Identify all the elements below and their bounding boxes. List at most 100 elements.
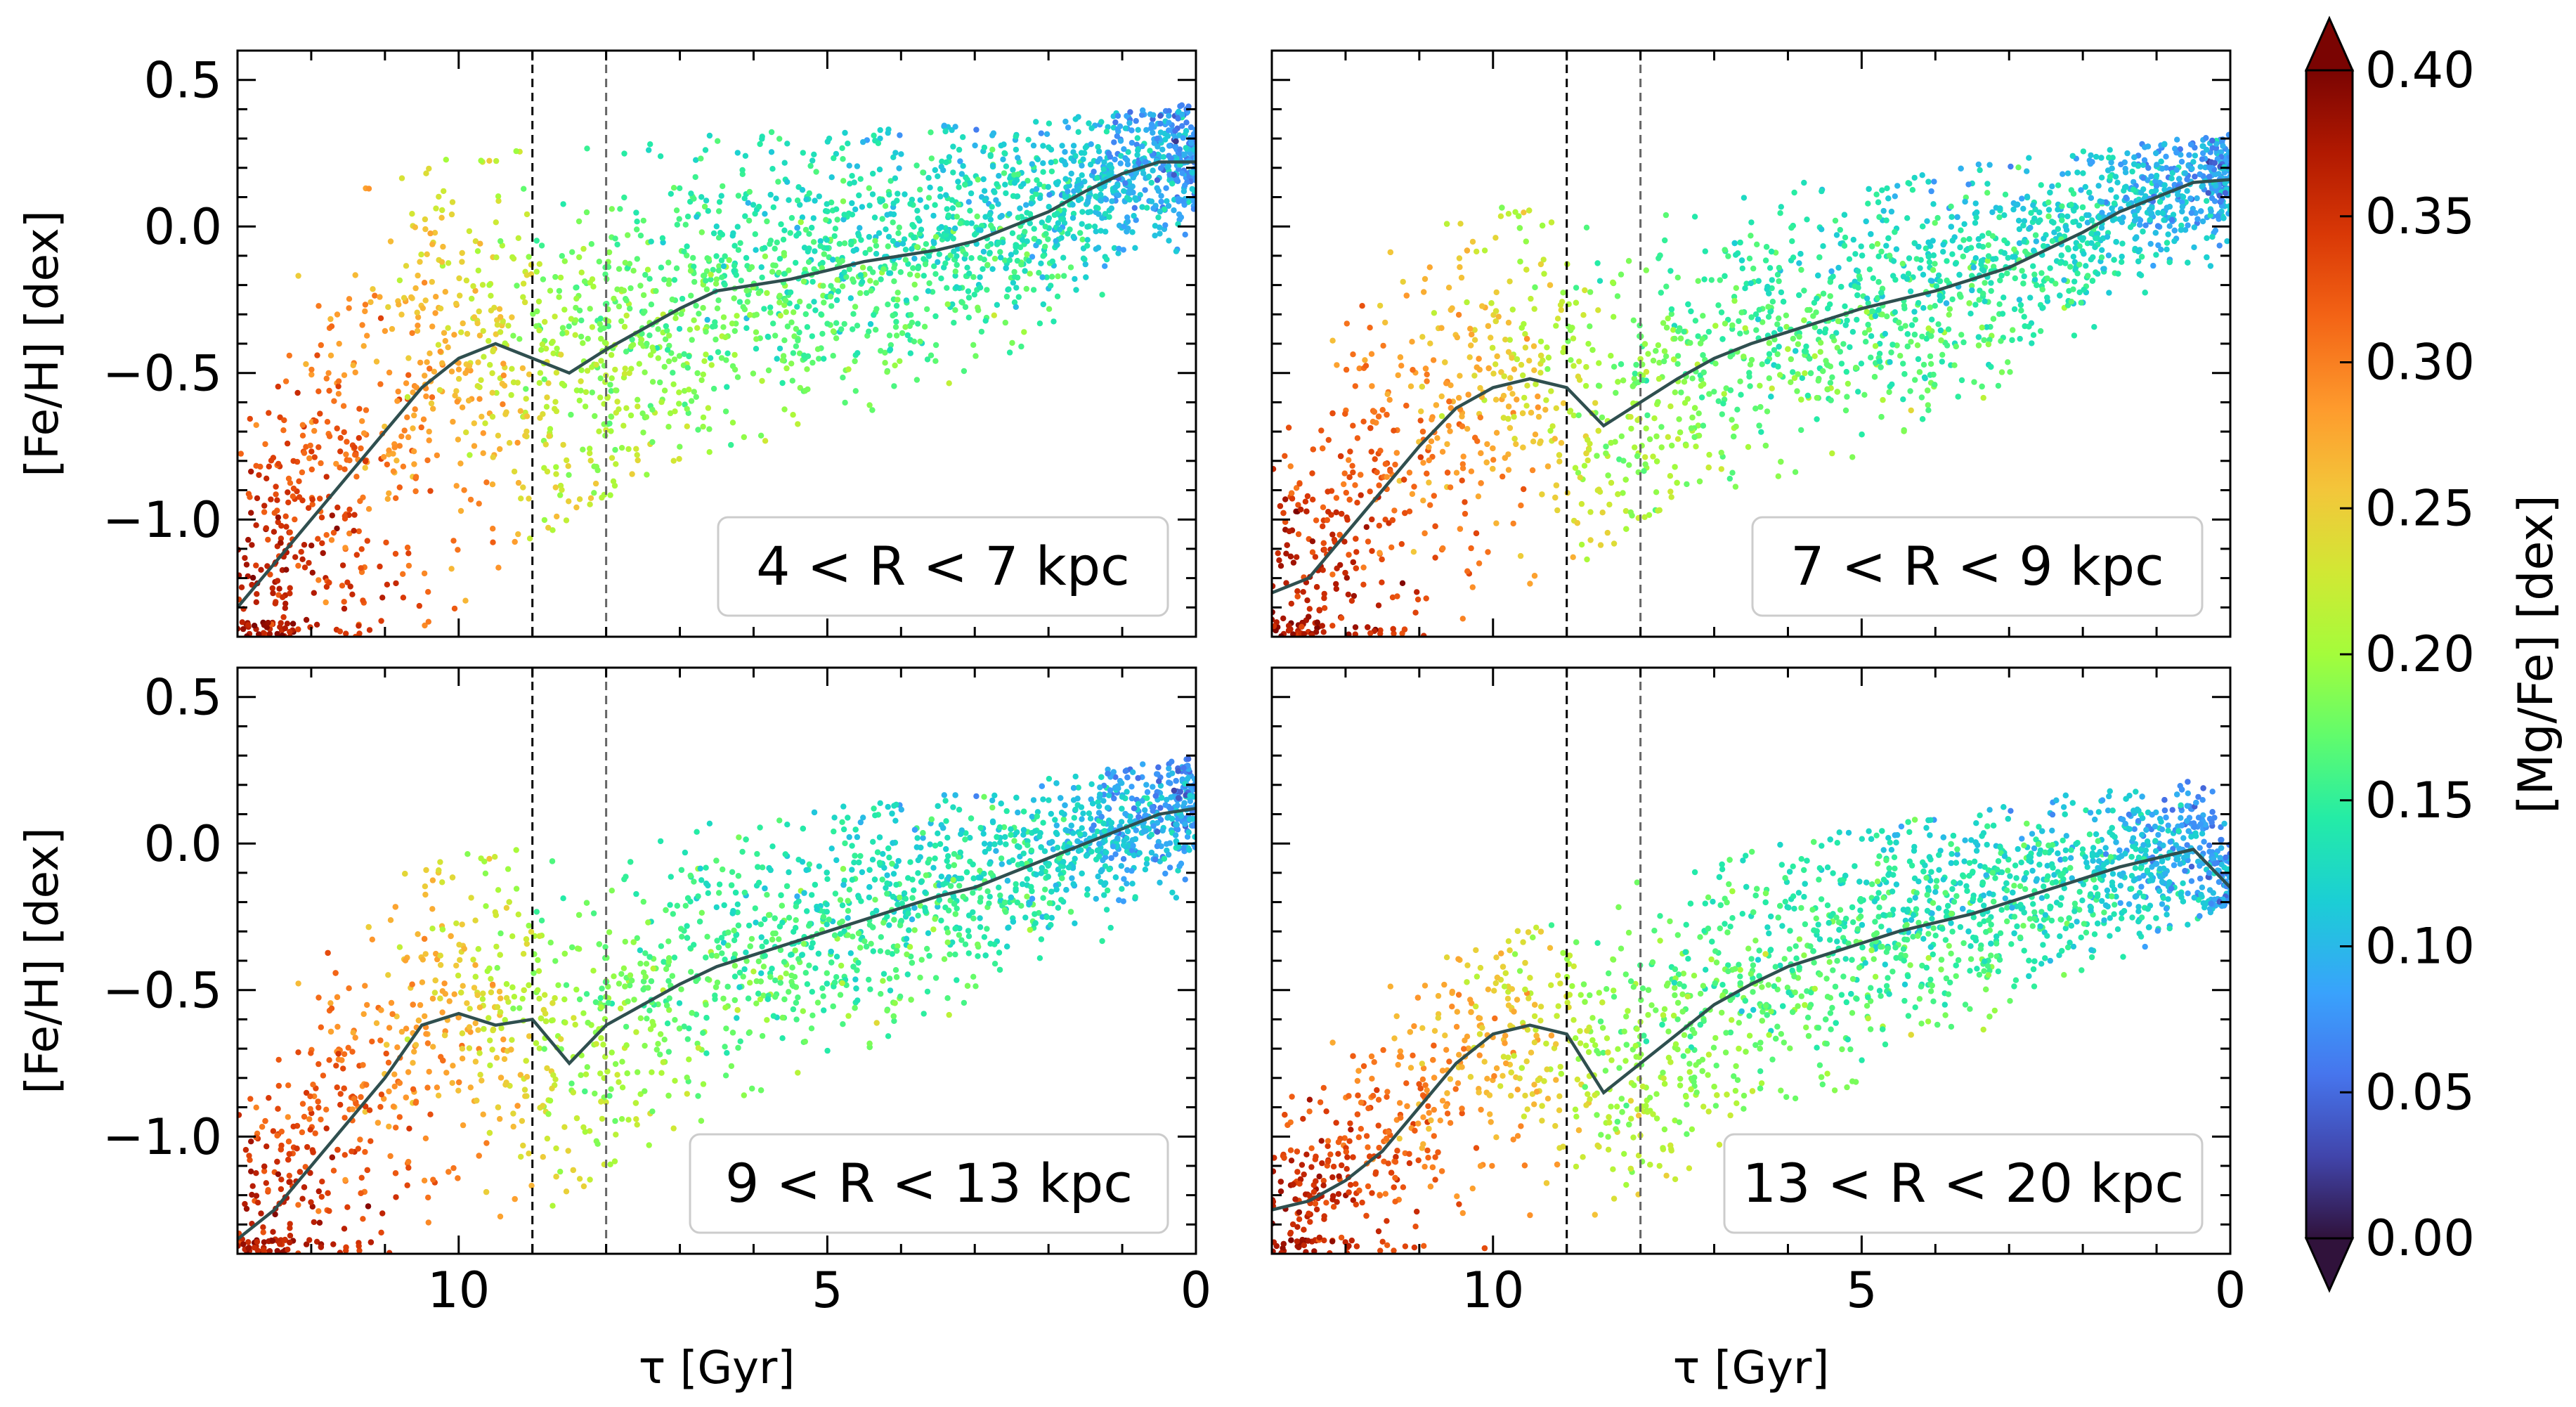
scatter-point (1655, 342, 1662, 349)
scatter-point (1889, 342, 1896, 348)
scatter-point (2199, 156, 2206, 162)
scatter-point (334, 525, 340, 532)
scatter-point (1719, 411, 1725, 417)
scatter-point (982, 197, 989, 204)
scatter-point (478, 377, 484, 383)
scatter-point (1485, 323, 1492, 330)
scatter-point (617, 206, 623, 212)
scatter-point (715, 138, 721, 144)
scatter-point (1036, 181, 1043, 188)
scatter-point (2007, 369, 2013, 375)
scatter-point (908, 311, 914, 318)
scatter-point (1352, 482, 1358, 488)
scatter-point (977, 274, 983, 280)
scatter-point (1842, 322, 1849, 328)
scatter-point (804, 324, 811, 330)
scatter-point (1358, 472, 1364, 478)
scatter-point (506, 440, 513, 446)
scatter-point (1116, 222, 1123, 229)
scatter-point (978, 223, 985, 229)
scatter-point (1967, 311, 1974, 317)
scatter-point (1821, 330, 1828, 336)
scatter-point (2024, 193, 2031, 200)
scatter-point (1853, 365, 1859, 371)
scatter-point (1519, 410, 1526, 417)
scatter-point (1011, 268, 1017, 275)
scatter-point (1157, 129, 1164, 136)
scatter-point (2088, 257, 2094, 263)
scatter-point (1011, 180, 1018, 186)
scatter-point (1154, 136, 1160, 142)
median-line (238, 160, 1196, 609)
scatter-point (379, 595, 386, 601)
scatter-point (516, 336, 523, 342)
scatter-point (838, 326, 845, 332)
scatter-point (1423, 595, 1429, 602)
scatter-point (1358, 492, 1364, 498)
scatter-point (847, 181, 853, 187)
scatter-point (1108, 205, 1115, 212)
scatter-point (1530, 343, 1537, 349)
scatter-point (2204, 197, 2210, 205)
scatter-point (466, 228, 473, 235)
scatter-point (951, 320, 957, 326)
scatter-point (691, 264, 697, 270)
scatter-point (546, 433, 552, 439)
scatter-point (1464, 247, 1471, 254)
scatter-point (1856, 275, 1863, 282)
scatter-point (1443, 380, 1450, 387)
scatter-point (757, 141, 763, 148)
scatter-point (2179, 199, 2185, 205)
scatter-point (1505, 211, 1512, 217)
scatter-point (440, 243, 446, 250)
scatter-point (2070, 286, 2076, 292)
scatter-point (781, 227, 788, 233)
scatter-point (561, 306, 568, 313)
scatter-point (884, 369, 890, 375)
scatter-point (1505, 415, 1511, 422)
scatter-point (1046, 215, 1053, 221)
scatter-point (549, 527, 556, 533)
scatter-point (2001, 294, 2007, 301)
scatter-point (1791, 189, 1797, 196)
scatter-point (809, 278, 816, 285)
scatter-point (318, 342, 324, 349)
scatter-point (270, 590, 276, 597)
scatter-point (692, 174, 698, 181)
scatter-point (1868, 354, 1874, 361)
scatter-point (578, 317, 585, 324)
scatter-point (640, 429, 646, 436)
scatter-point (1154, 143, 1161, 150)
scatter-point (1540, 257, 1547, 263)
scatter-point (2011, 306, 2018, 313)
scatter-point (911, 281, 918, 288)
scatter-point (1013, 249, 1019, 255)
scatter-point (1034, 156, 1041, 162)
scatter-point (1183, 145, 1189, 151)
scatter-point (1665, 315, 1671, 322)
scatter-point (1852, 278, 1858, 285)
scatter-point (2002, 191, 2009, 197)
scatter-point (398, 175, 405, 181)
scatter-point (560, 441, 566, 448)
scatter-point (618, 318, 625, 325)
scatter-point (2016, 297, 2023, 303)
scatter-point (1418, 408, 1424, 415)
scatter-point (282, 605, 288, 611)
scatter-point (337, 434, 344, 441)
scatter-point (1493, 429, 1500, 436)
scatter-point (1651, 415, 1658, 422)
scatter-point (344, 439, 350, 445)
scatter-point (1746, 373, 1752, 380)
scatter-point (283, 524, 290, 530)
scatter-point (1173, 248, 1180, 254)
scatter-point (1000, 156, 1006, 162)
scatter-point (1353, 536, 1359, 542)
scatter-point (1329, 623, 1336, 629)
scatter-point (342, 545, 349, 551)
scatter-point (1627, 414, 1634, 420)
scatter-point (1949, 238, 1956, 244)
scatter-point (2040, 304, 2046, 311)
scatter-point (1095, 158, 1101, 165)
scatter-point (1650, 357, 1657, 364)
